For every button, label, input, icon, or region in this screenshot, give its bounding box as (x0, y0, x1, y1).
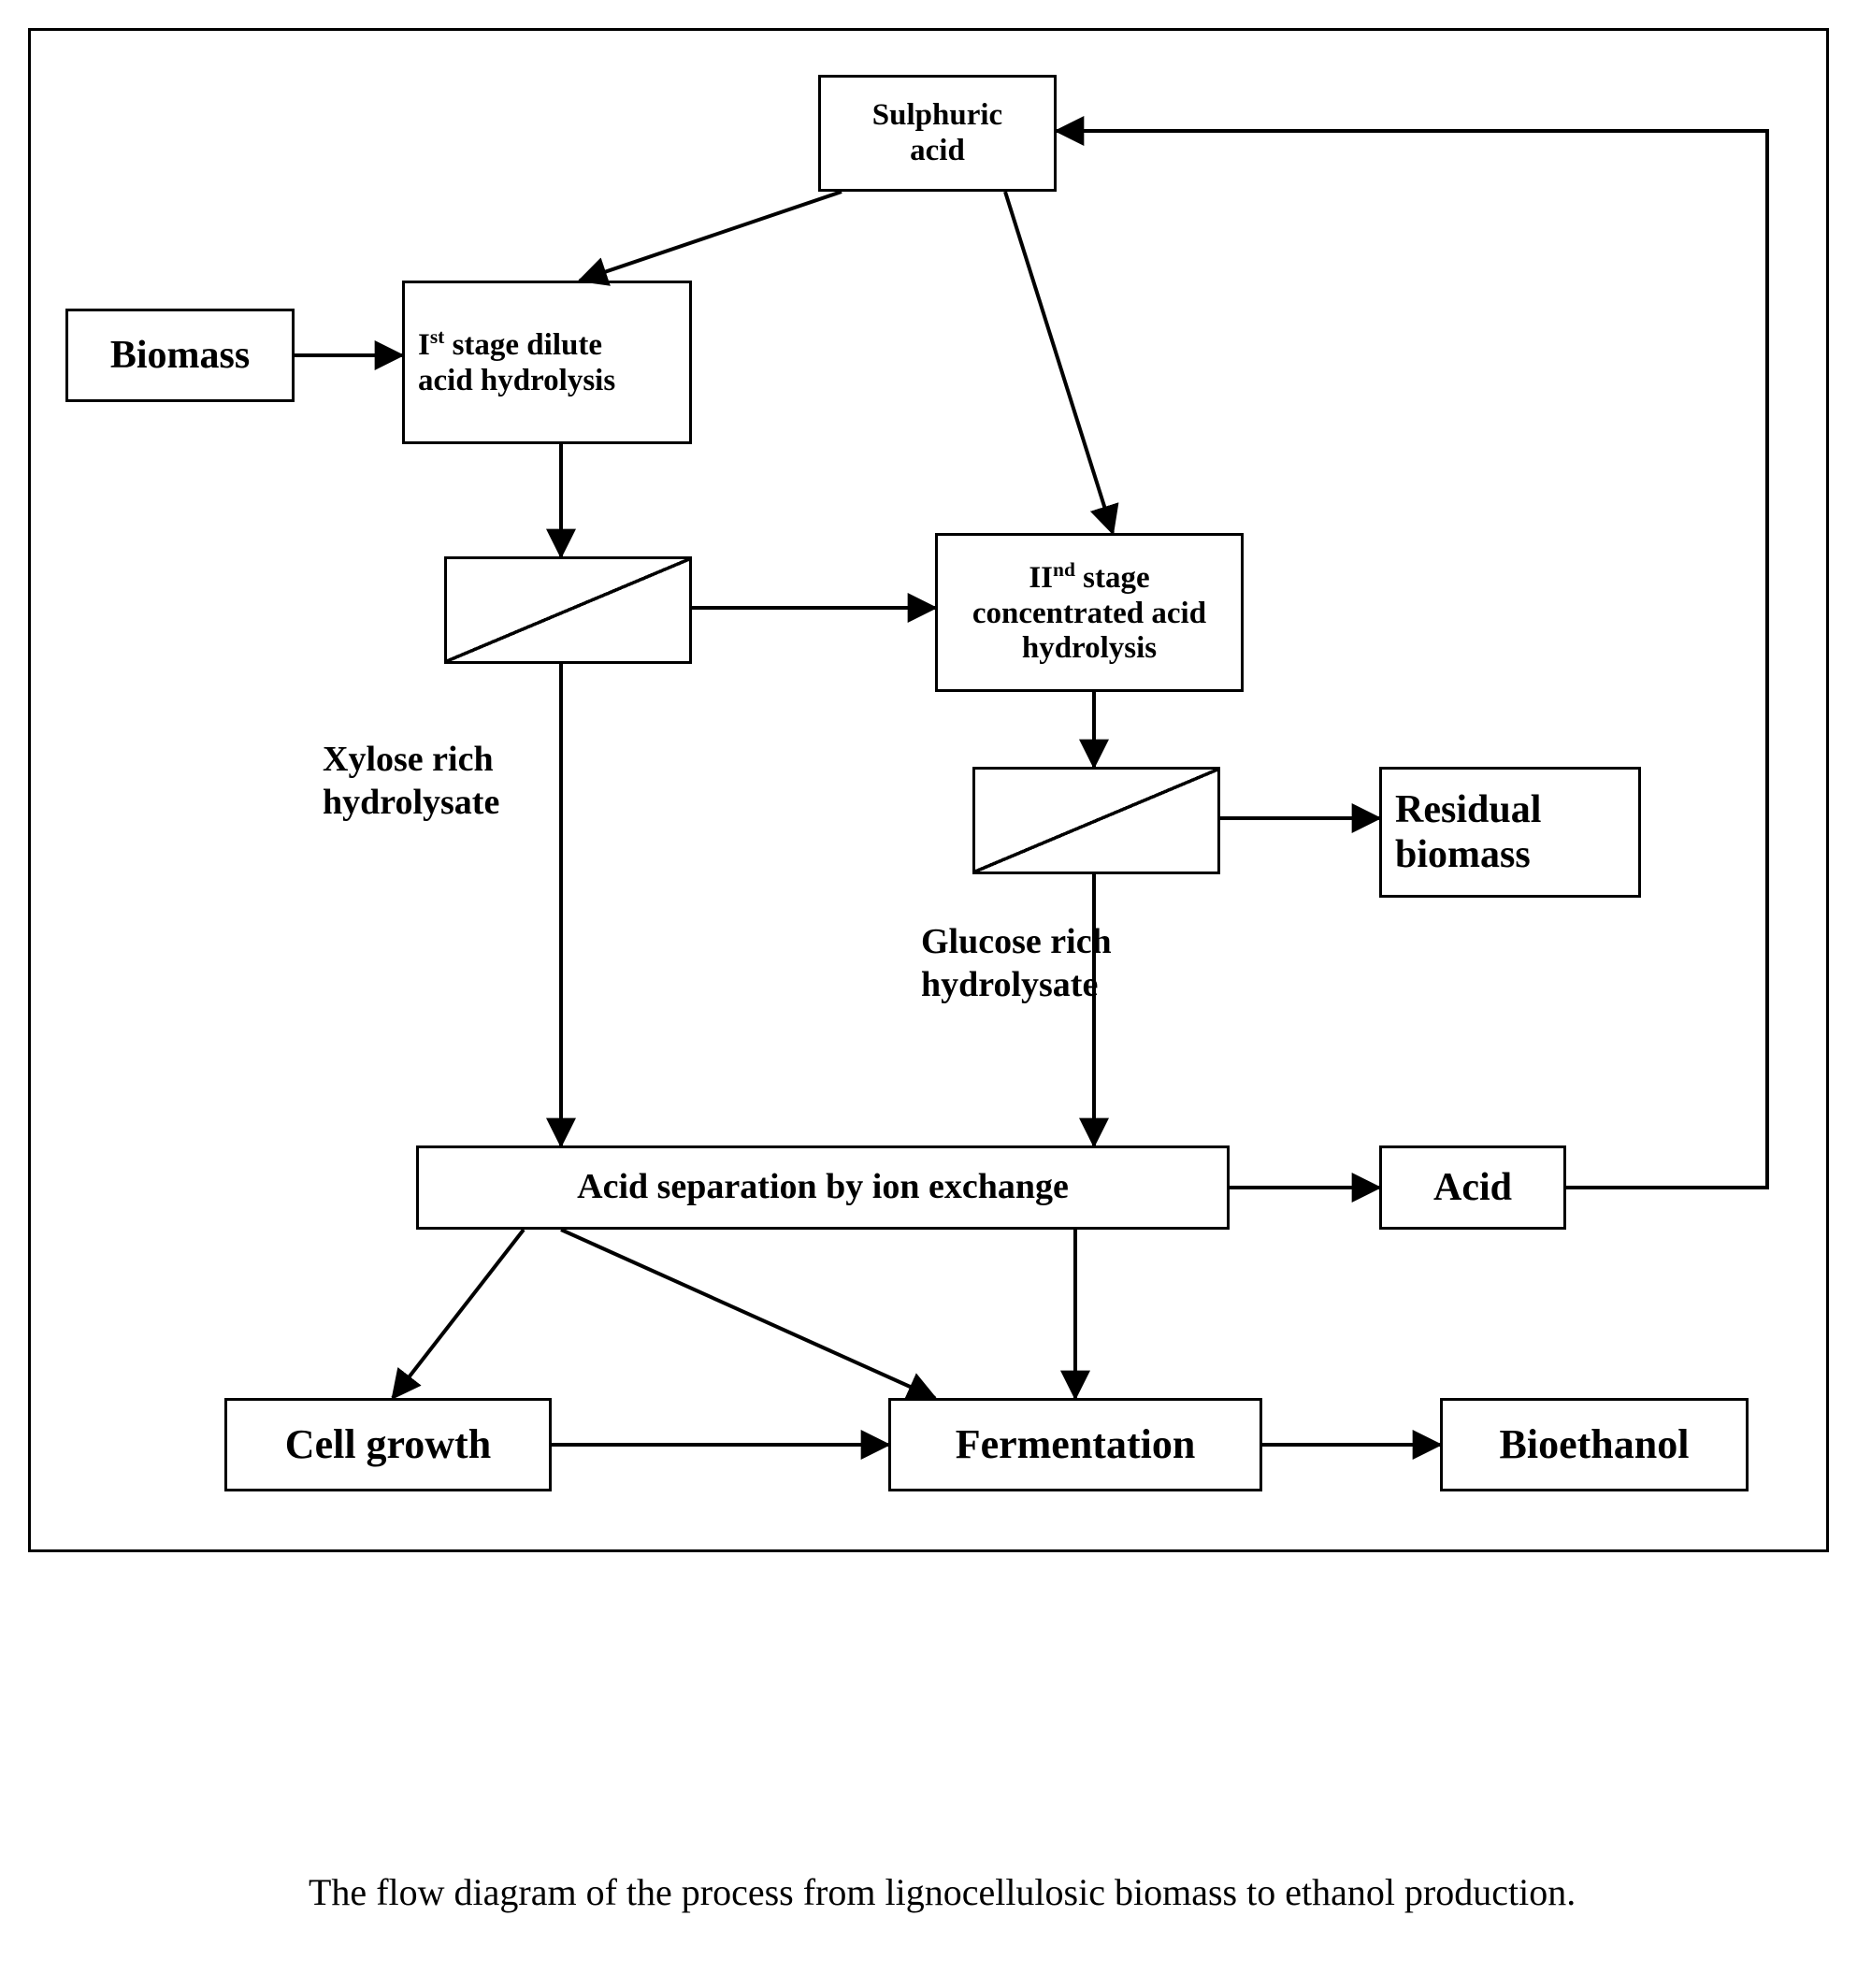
node-label: Cell growth (285, 1421, 491, 1469)
node-label: Residualbiomass (1395, 787, 1541, 878)
node-label: IInd stageconcentrated acidhydrolysis (972, 558, 1206, 668)
node-label: Acid separation by ion exchange (577, 1167, 1069, 1208)
node-stage1-hydrolysis: Ist stage diluteacid hydrolysis (402, 281, 692, 444)
node-label: Acid (1433, 1165, 1512, 1210)
label-xylose-hydrolysate: Xylose richhydrolysate (323, 739, 499, 824)
node-biomass: Biomass (65, 309, 295, 402)
node-fermentation: Fermentation (888, 1398, 1262, 1491)
node-label: Sulphuricacid (872, 98, 1002, 169)
node-cell-growth: Cell growth (224, 1398, 552, 1491)
node-separator-2 (972, 767, 1220, 874)
diagram-canvas: Sulphuricacid Biomass Ist stage diluteac… (0, 0, 1857, 1988)
node-stage2-hydrolysis: IInd stageconcentrated acidhydrolysis (935, 533, 1244, 692)
node-residual-biomass: Residualbiomass (1379, 767, 1641, 898)
node-sulphuric-acid: Sulphuricacid (818, 75, 1057, 192)
node-bioethanol: Bioethanol (1440, 1398, 1749, 1491)
node-label: Fermentation (956, 1421, 1196, 1469)
node-ion-exchange: Acid separation by ion exchange (416, 1145, 1230, 1230)
node-acid: Acid (1379, 1145, 1566, 1230)
label-glucose-hydrolysate: Glucose richhydrolysate (921, 921, 1112, 1006)
node-label: Biomass (110, 333, 250, 378)
figure-caption: The flow diagram of the process from lig… (309, 1870, 1576, 1915)
node-separator-1 (444, 556, 692, 664)
node-label: Bioethanol (1500, 1421, 1690, 1469)
node-label: Ist stage diluteacid hydrolysis (418, 325, 615, 399)
